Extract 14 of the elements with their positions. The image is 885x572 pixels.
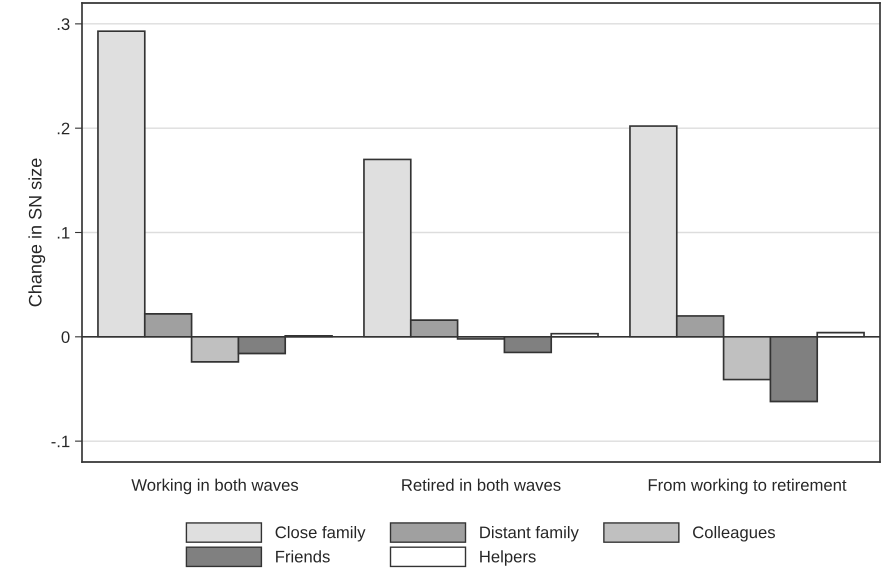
x-tick-label: Working in both waves [131, 478, 298, 494]
y-tick-label: .1 [58, 227, 70, 239]
y-tick-label: .3 [58, 18, 70, 30]
x-tick-label: From working to retirement [648, 478, 846, 494]
y-tick-label: 0 [62, 331, 70, 344]
legend-label: Colleagues [693, 526, 775, 542]
y-tick-label: .2 [58, 122, 70, 134]
y-tick-label: -.1 [51, 436, 70, 448]
x-tick-label: Retired in both waves [402, 478, 561, 491]
legend-label: Helpers [480, 550, 536, 566]
legend-label: Friends [276, 550, 330, 562]
legend-label: Close family [276, 526, 366, 542]
legend-label: Distant family [480, 526, 579, 542]
y-axis-title: Change in SN size [28, 158, 46, 306]
